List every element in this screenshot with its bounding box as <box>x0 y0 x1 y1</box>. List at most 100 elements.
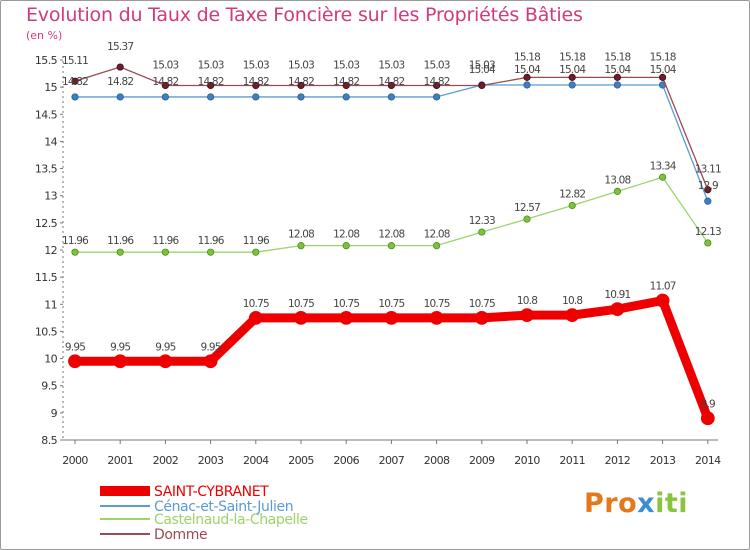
data-label: 15.04 <box>604 64 631 76</box>
y-tick-label: 9 <box>51 407 58 420</box>
data-point <box>207 248 215 256</box>
data-label: 13.34 <box>650 160 677 172</box>
data-point <box>207 93 215 101</box>
data-label: 12.13 <box>695 226 721 238</box>
data-label: 12.08 <box>288 229 314 241</box>
data-point <box>568 73 576 81</box>
data-point <box>158 354 173 369</box>
chart-data-labels: 9.95 9.95 9.95 9.95 10.75 10.75 10.75 10.75 10.7… <box>62 41 722 410</box>
data-label: 15.03 <box>288 60 314 72</box>
data-point <box>161 81 169 90</box>
data-label: 11.96 <box>152 235 179 247</box>
data-point <box>161 93 169 101</box>
data-label: 15.03 <box>243 60 269 72</box>
legend-label: SAINT-CYBRANET <box>154 484 269 500</box>
data-label: 15.03 <box>152 60 178 72</box>
data-label: 14.82 <box>62 76 88 88</box>
logo-part-3: iti <box>655 488 688 519</box>
x-tick-label: 2013 <box>650 454 676 467</box>
legend-label: Castelnaud-la-Chapelle <box>154 512 308 528</box>
data-label: 14.82 <box>243 76 269 88</box>
data-label: 9.95 <box>201 341 221 353</box>
proxiti-logo: Proxiti <box>584 488 688 519</box>
data-point <box>116 248 124 256</box>
x-tick-label: 2006 <box>333 454 359 467</box>
data-point <box>655 293 670 308</box>
data-label: 12.57 <box>514 202 540 214</box>
data-label: 13.08 <box>604 174 630 186</box>
data-point <box>520 308 534 323</box>
data-label: 14.82 <box>378 76 404 88</box>
data-label: 15.03 <box>333 60 359 72</box>
data-label: 15.37 <box>107 41 133 53</box>
y-tick-label: 10 <box>44 353 57 366</box>
data-label: 12.08 <box>378 229 404 241</box>
data-label: 14.82 <box>424 76 450 88</box>
data-point <box>113 354 128 369</box>
data-point <box>565 308 580 323</box>
y-tick-label: 9.5 <box>41 380 57 393</box>
chart-legend: SAINT-CYBRANETCénac-et-Saint-JulienCaste… <box>100 484 308 543</box>
y-tick-label: 12.5 <box>35 217 58 230</box>
y-tick-label: 15 <box>44 81 57 94</box>
data-label: 11.96 <box>198 235 225 247</box>
data-label: 9.95 <box>110 341 130 353</box>
data-point <box>297 81 305 90</box>
data-point <box>429 310 444 325</box>
data-point <box>207 81 215 90</box>
data-label: 15.04 <box>469 64 496 76</box>
data-label: 13.11 <box>695 164 721 176</box>
chart-axes <box>62 56 718 441</box>
data-point <box>297 242 305 250</box>
data-point <box>297 93 305 101</box>
y-tick-label: 14.5 <box>35 108 58 121</box>
data-point <box>613 73 622 81</box>
data-point <box>248 310 263 325</box>
data-label: 15.18 <box>559 51 585 63</box>
data-label: 14.82 <box>107 76 133 88</box>
data-point <box>704 186 712 194</box>
legend-label: Domme <box>154 527 207 543</box>
data-point <box>294 310 308 325</box>
data-point <box>71 248 79 256</box>
data-label: 14.82 <box>333 76 359 88</box>
data-point <box>700 411 715 426</box>
data-point <box>116 93 124 101</box>
logo-part-2: x <box>637 488 656 519</box>
data-label: 10.75 <box>424 298 450 310</box>
data-point <box>384 310 399 325</box>
chart-title: Evolution du Taux de Taxe Foncière sur l… <box>26 4 583 26</box>
data-label: 12.82 <box>559 188 585 200</box>
data-point <box>523 73 531 81</box>
data-label: 12.9 <box>698 180 718 192</box>
data-point <box>432 81 441 90</box>
x-tick-label: 2000 <box>62 454 88 467</box>
x-tick-label: 2012 <box>605 454 631 467</box>
data-label: 11.96 <box>62 235 89 247</box>
data-point <box>568 81 576 89</box>
y-tick-label: 13 <box>44 190 57 203</box>
x-tick-label: 2008 <box>424 454 450 467</box>
data-label: 10.8 <box>517 295 537 307</box>
x-tick-label: 2001 <box>107 454 133 467</box>
data-point <box>342 81 350 90</box>
data-point <box>432 242 441 250</box>
data-label: 14.82 <box>152 76 178 88</box>
data-point <box>116 63 124 71</box>
data-label: 15.04 <box>650 64 677 76</box>
data-label: 12.08 <box>424 229 450 241</box>
x-tick-label: 2010 <box>514 454 540 467</box>
y-tick-label: 11 <box>44 298 57 311</box>
y-tick-label: 10.5 <box>35 325 58 338</box>
data-label: 10.75 <box>288 298 314 310</box>
data-label: 15.03 <box>424 60 450 72</box>
data-label: 10.75 <box>378 298 404 310</box>
data-label: 15.18 <box>514 51 540 63</box>
data-label: 11.96 <box>107 235 134 247</box>
data-point <box>342 93 350 101</box>
data-label: 9.95 <box>155 341 175 353</box>
data-point <box>432 93 441 101</box>
data-point <box>161 248 169 256</box>
